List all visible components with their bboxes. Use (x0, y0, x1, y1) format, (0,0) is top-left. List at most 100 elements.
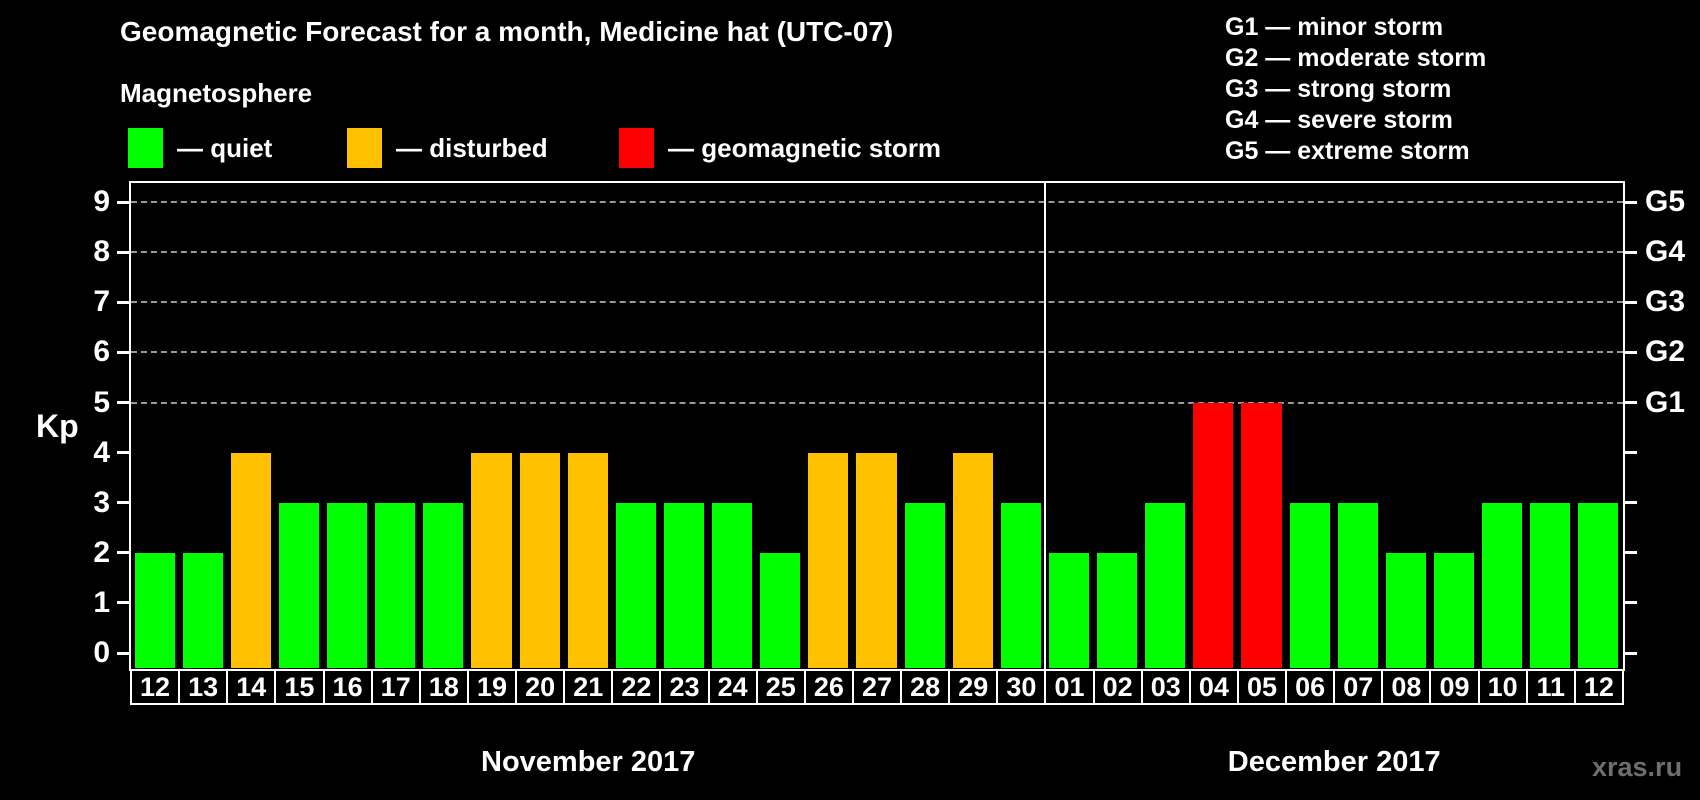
disturbed-color-swatch (347, 128, 382, 168)
day-cell: 02 (1092, 669, 1143, 705)
day-cell: 12 (130, 669, 181, 705)
day-cell: 14 (226, 669, 277, 705)
left-tick-4 (117, 451, 131, 455)
day-cell: 19 (466, 669, 518, 705)
storm-scale-line-g4: G4 — severe storm (1225, 106, 1453, 134)
bar-december-06 (1289, 502, 1330, 668)
left-tick-0 (117, 651, 131, 655)
day-cell: 06 (1285, 669, 1336, 705)
y-tick-label-4: 4 (93, 435, 110, 469)
right-tick-6 (1623, 350, 1637, 354)
bar-november-16 (327, 502, 368, 668)
legend-item-quiet: — quiet (128, 128, 272, 168)
bar-december-07 (1337, 502, 1378, 668)
bar-november-30 (1000, 502, 1041, 668)
y-tick-label-6: 6 (93, 335, 110, 369)
bar-december-01 (1048, 552, 1090, 668)
right-tick-0 (1623, 651, 1637, 655)
y-tick-label-0: 0 (93, 636, 110, 669)
chart-title: Geomagnetic Forecast for a month, Medici… (120, 16, 894, 47)
day-cell: 11 (1525, 669, 1576, 705)
gridline-kp9 (131, 201, 1623, 204)
g-scale-label-g1: G1 (1645, 385, 1686, 419)
month-label: November 2017 (481, 746, 696, 778)
day-cell: 04 (1188, 669, 1239, 705)
left-tick-1 (117, 601, 131, 605)
day-cell: 07 (1333, 669, 1384, 705)
day-cell: 26 (803, 669, 854, 705)
y-tick-label-2: 2 (93, 535, 110, 569)
day-cell: 05 (1236, 669, 1288, 705)
legend-label-storm: — geomagnetic storm (668, 132, 942, 163)
bar-november-22 (615, 502, 656, 668)
bar-december-11 (1530, 502, 1571, 668)
storm-color-swatch (619, 128, 654, 168)
magnetosphere-label: Magnetosphere (120, 78, 313, 108)
day-cell: 16 (322, 669, 373, 705)
storm-scale-line-g3: G3 — strong storm (1225, 75, 1452, 103)
bar-november-26 (808, 452, 849, 668)
bar-december-12 (1578, 502, 1619, 668)
day-cell: 01 (1044, 669, 1095, 705)
day-cell: 22 (611, 669, 662, 705)
day-cell: 27 (851, 669, 903, 705)
bar-november-18 (423, 502, 464, 668)
bar-december-05 (1241, 402, 1282, 668)
day-cell: 08 (1381, 669, 1432, 705)
bar-november-25 (760, 552, 801, 668)
legend-item-disturbed: — disturbed (347, 128, 548, 168)
watermark: xras.ru (1592, 752, 1683, 782)
day-cell: 29 (948, 669, 999, 705)
bar-december-09 (1433, 552, 1475, 668)
bar-december-08 (1385, 552, 1426, 668)
bar-november-12 (134, 552, 175, 668)
bar-december-03 (1145, 502, 1186, 668)
bar-december-02 (1097, 552, 1138, 668)
day-cell: 15 (274, 669, 325, 705)
bar-november-23 (663, 502, 705, 668)
day-cell: 30 (996, 669, 1047, 705)
month-separator (1044, 183, 1047, 669)
day-cell: 03 (1140, 669, 1191, 705)
g-scale-label-g3: G3 (1645, 285, 1686, 319)
bar-november-15 (278, 502, 319, 668)
right-tick-9 (1623, 200, 1637, 204)
gridline-kp5 (131, 401, 1623, 404)
left-tick-7 (117, 300, 131, 304)
y-tick-label-7: 7 (93, 285, 110, 319)
gridline-kp6 (131, 351, 1623, 354)
bar-november-20 (519, 452, 560, 668)
storm-scale-line-g5: G5 — extreme storm (1225, 137, 1470, 165)
gridline-kp8 (131, 251, 1623, 254)
y-tick-label-9: 9 (93, 185, 110, 219)
left-tick-2 (117, 551, 131, 555)
kp-axis-label: Kp (36, 408, 79, 444)
y-tick-label-3: 3 (93, 485, 110, 519)
right-tick-8 (1623, 250, 1637, 254)
day-cell: 17 (370, 669, 421, 705)
day-cell: 20 (515, 669, 566, 705)
day-cell: 09 (1429, 669, 1480, 705)
storm-scale-line-g1: G1 — minor storm (1225, 13, 1444, 41)
day-cell: 10 (1477, 669, 1528, 705)
left-tick-9 (117, 200, 131, 204)
left-tick-8 (117, 250, 131, 254)
bar-november-27 (856, 452, 897, 668)
y-tick-label-8: 8 (93, 235, 110, 269)
quiet-color-swatch (128, 128, 163, 168)
day-cell: 23 (659, 669, 710, 705)
day-cell: 18 (418, 669, 469, 705)
right-tick-7 (1623, 300, 1637, 304)
month-label: December 2017 (1227, 746, 1441, 778)
day-cell: 25 (755, 669, 806, 705)
legend-item-storm: — geomagnetic storm (619, 128, 941, 168)
y-tick-label-1: 1 (93, 585, 110, 619)
day-cell: 13 (178, 669, 229, 705)
bar-november-19 (471, 452, 512, 668)
day-cell: 21 (563, 669, 614, 705)
bar-december-10 (1482, 502, 1523, 668)
day-cell: 28 (900, 669, 951, 705)
storm-scale-line-g2: G2 — moderate storm (1225, 44, 1487, 72)
